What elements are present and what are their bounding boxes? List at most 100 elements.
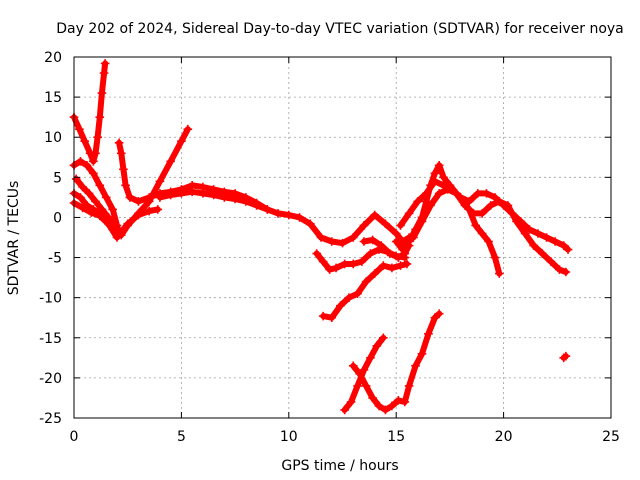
data-point (318, 257, 328, 266)
data-point (482, 189, 491, 198)
data-point (348, 361, 358, 371)
data-point (82, 161, 92, 170)
data-point (209, 190, 218, 200)
data-point (394, 253, 403, 262)
data-point (381, 219, 390, 229)
data-point (374, 401, 384, 411)
data-point (359, 365, 369, 375)
data-series (559, 351, 571, 363)
tick-layer: 0 5 10 15 20 25 -25 -20 -15 -10 -5 0 5 10 15 20 (39, 50, 620, 445)
data-point (404, 209, 414, 218)
data-point (409, 233, 418, 242)
data-point (318, 311, 328, 321)
data-point (198, 189, 208, 198)
data-point (381, 405, 390, 415)
data-point (76, 193, 85, 202)
data-point (327, 313, 337, 323)
data-point (359, 221, 369, 230)
data-point (327, 237, 337, 246)
data-point (89, 169, 98, 178)
data-point (550, 237, 560, 246)
data-point (361, 277, 371, 286)
data-point (155, 193, 165, 202)
x-axis-label: GPS time / hours (281, 458, 398, 474)
data-point (241, 197, 251, 206)
data-point (110, 221, 120, 230)
data-point (434, 161, 444, 170)
data-point (391, 237, 401, 246)
data-point (305, 219, 315, 229)
y-tick-label: -15 (39, 331, 62, 347)
data-point (546, 257, 556, 266)
data-point (104, 213, 113, 222)
data-point (144, 193, 154, 202)
data-point (370, 269, 380, 278)
data-point (78, 182, 87, 192)
data-point (116, 148, 126, 158)
data-point (391, 229, 401, 238)
data-point (561, 267, 571, 277)
data-point (434, 189, 444, 198)
data-point (404, 381, 414, 391)
data-point (108, 205, 117, 214)
data-point (95, 181, 105, 190)
data-point (372, 341, 382, 351)
x-tick-label: 0 (70, 429, 79, 445)
data-point (166, 190, 175, 200)
data-point (402, 259, 412, 269)
data-point (460, 201, 470, 210)
data-point (452, 189, 461, 198)
data-point (91, 197, 100, 206)
data-point (75, 124, 84, 134)
data-point (439, 181, 448, 190)
data-point (368, 235, 377, 245)
data-point (525, 225, 534, 234)
y-tick-label: 0 (53, 210, 62, 226)
data-point (421, 197, 431, 206)
data-series (409, 185, 571, 277)
data-point (484, 237, 493, 246)
data-point (559, 241, 569, 250)
data-point (177, 136, 186, 146)
data-point (353, 381, 362, 391)
data-series (155, 187, 272, 214)
data-point (426, 201, 435, 210)
data-point (99, 68, 109, 78)
data-point (411, 361, 420, 371)
y-tick-label: -5 (48, 251, 62, 267)
data-point (490, 193, 500, 202)
data-point (183, 124, 193, 134)
data-point (396, 221, 405, 230)
data-point (353, 289, 362, 298)
data-point (263, 205, 272, 214)
y-tick-label: -10 (39, 291, 62, 307)
y-tick-label: -25 (39, 411, 62, 427)
data-series (340, 333, 388, 415)
data-series (359, 235, 414, 262)
data-point (417, 217, 427, 226)
data-point (153, 205, 163, 214)
data-point (97, 88, 107, 98)
data-point (430, 177, 440, 186)
data-point (359, 237, 369, 246)
data-point (177, 189, 186, 198)
data-point (555, 265, 564, 274)
data-point (387, 263, 397, 273)
data-point (400, 397, 410, 407)
data-point (340, 259, 349, 269)
data-point (477, 229, 487, 238)
data-point (473, 189, 483, 198)
data-point (355, 369, 364, 379)
data-point (379, 333, 388, 343)
data-point (316, 233, 326, 242)
data-point (486, 201, 496, 210)
data-series (71, 174, 124, 238)
data-point (340, 405, 349, 415)
x-tick-label: 5 (177, 429, 186, 445)
data-point (155, 177, 165, 186)
data-point (336, 301, 345, 310)
x-tick-label: 15 (387, 429, 405, 445)
data-point (542, 233, 551, 242)
